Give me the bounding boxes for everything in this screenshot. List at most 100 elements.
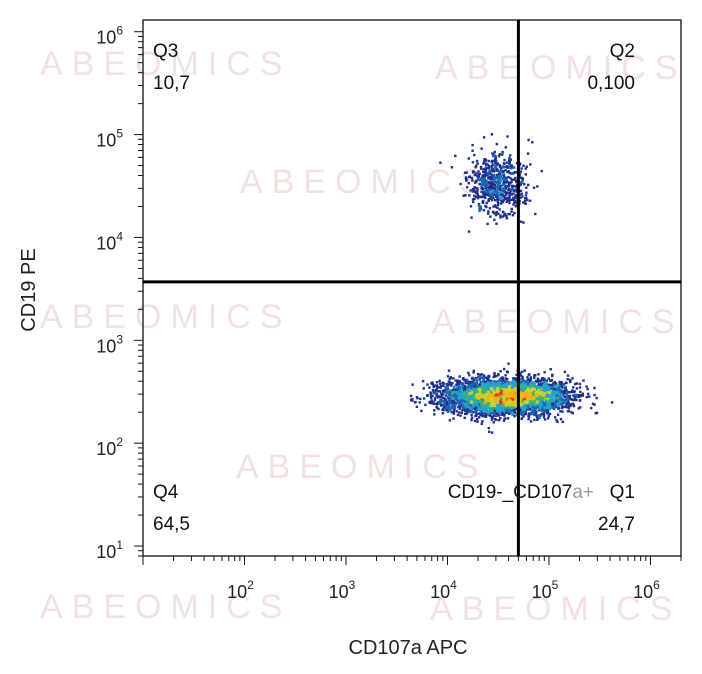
watermark-text: ABEOMICS xyxy=(40,298,291,336)
event-dot xyxy=(470,413,473,417)
event-dot xyxy=(481,186,484,190)
event-dot xyxy=(494,413,497,416)
event-dot xyxy=(520,417,523,420)
event-dot xyxy=(482,170,485,174)
event-dot xyxy=(494,164,498,167)
event-dot xyxy=(520,167,523,170)
event-dot xyxy=(503,214,506,217)
event-dot xyxy=(499,370,502,373)
event-dot xyxy=(486,166,489,170)
event-dot xyxy=(500,192,503,196)
event-dot xyxy=(556,413,560,416)
event-dot xyxy=(474,382,477,385)
event-dot xyxy=(539,387,543,391)
event-dot xyxy=(486,222,489,226)
event-dot xyxy=(435,381,439,384)
event-dot xyxy=(439,384,443,387)
event-dot xyxy=(515,393,519,396)
event-dot xyxy=(558,382,561,386)
event-dot xyxy=(498,406,501,409)
event-dot xyxy=(491,167,494,170)
event-dot xyxy=(593,403,596,406)
event-dot xyxy=(484,168,487,171)
event-dot xyxy=(463,389,466,392)
event-dot xyxy=(520,370,524,374)
event-dot xyxy=(448,382,451,386)
event-dot xyxy=(561,410,564,413)
event-dot xyxy=(523,202,527,205)
watermark-text: ABEOMICS xyxy=(432,303,683,341)
event-dot xyxy=(503,162,506,165)
event-dot xyxy=(515,190,518,193)
event-dot xyxy=(466,186,469,189)
event-dot xyxy=(533,418,536,422)
event-dot xyxy=(470,384,473,388)
event-dot xyxy=(508,192,512,195)
event-dot xyxy=(531,141,534,144)
event-dot xyxy=(487,383,491,387)
event-dot xyxy=(443,389,446,392)
event-dot xyxy=(484,380,487,383)
event-dot xyxy=(560,401,563,404)
event-dot xyxy=(500,382,503,385)
event-dot xyxy=(572,404,576,408)
event-dot xyxy=(451,399,454,403)
event-dot xyxy=(476,420,479,423)
event-dot xyxy=(513,398,517,402)
event-dot xyxy=(504,374,507,377)
event-dot xyxy=(447,383,450,386)
event-dot xyxy=(522,201,525,204)
event-dot xyxy=(442,384,445,387)
event-dot xyxy=(471,390,474,394)
event-dot xyxy=(426,383,429,386)
event-dot xyxy=(473,197,476,201)
event-dot xyxy=(500,411,503,414)
event-dot xyxy=(537,373,540,376)
event-dot xyxy=(424,403,427,407)
event-dot xyxy=(477,375,480,379)
event-dot xyxy=(493,382,496,385)
event-dot xyxy=(554,382,558,385)
event-dot xyxy=(508,195,511,198)
event-dot xyxy=(509,164,512,167)
event-dot xyxy=(514,408,517,411)
event-dot xyxy=(471,405,474,408)
event-dot xyxy=(488,400,491,403)
event-dot xyxy=(536,381,539,384)
event-dot xyxy=(480,183,483,186)
event-dot xyxy=(563,389,566,392)
event-dot xyxy=(484,166,488,169)
event-dot xyxy=(490,402,493,406)
event-dot xyxy=(514,401,518,405)
event-dot xyxy=(485,407,488,410)
event-dot xyxy=(475,414,478,417)
event-dot xyxy=(484,415,487,418)
event-dot xyxy=(494,190,497,193)
event-dot xyxy=(527,417,530,421)
event-dot xyxy=(488,169,491,172)
event-dot xyxy=(475,385,479,388)
event-dot xyxy=(409,394,413,398)
event-dot xyxy=(504,398,507,402)
event-dot xyxy=(536,185,539,188)
event-dot xyxy=(434,384,437,387)
event-dot xyxy=(487,210,490,213)
watermark-text: ABEOMICS xyxy=(40,588,291,626)
event-dot xyxy=(477,407,480,411)
event-dot xyxy=(492,178,495,181)
event-dot xyxy=(542,411,546,414)
event-dot xyxy=(521,411,524,414)
event-dot xyxy=(460,395,463,399)
event-dot xyxy=(526,394,529,397)
event-dot xyxy=(527,381,531,384)
event-dot xyxy=(495,192,498,195)
event-dot xyxy=(455,383,458,386)
event-dot xyxy=(519,411,522,414)
event-dot xyxy=(501,377,504,381)
event-dot xyxy=(498,191,501,194)
event-dot xyxy=(497,397,500,401)
event-dot xyxy=(532,398,535,401)
event-dot xyxy=(488,411,491,414)
event-dot xyxy=(453,395,456,399)
event-dot xyxy=(504,185,508,189)
